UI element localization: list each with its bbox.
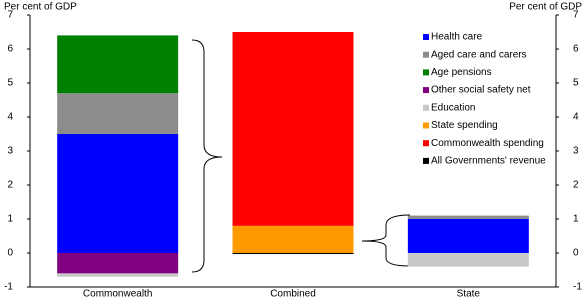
- bar-segment: [407, 253, 529, 267]
- y2-tick-label: 0: [573, 248, 579, 259]
- y-tick-label: 0: [7, 248, 13, 259]
- legend-marker: [423, 104, 429, 111]
- bar-segment: [57, 253, 179, 274]
- brace: [191, 39, 223, 273]
- legend-marker: [423, 140, 429, 147]
- bar-segment: [407, 215, 529, 219]
- legend-marker: [423, 51, 429, 58]
- bar-segment: [232, 32, 354, 226]
- y2-tick-label: 4: [573, 112, 579, 123]
- legend-marker: [423, 69, 429, 76]
- bar-segment: [232, 253, 354, 255]
- y-tick-label: 1: [7, 214, 13, 225]
- bar-segment: [57, 273, 179, 277]
- bar-segment: [232, 225, 354, 253]
- legend-marker: [423, 87, 429, 94]
- y-tick-label: -1: [4, 282, 13, 293]
- x-tick-label: Commonwealth: [83, 289, 152, 300]
- legend-label: Education: [431, 102, 475, 113]
- y2-tick-label: 3: [573, 146, 579, 157]
- y2-tick-label: 1: [573, 214, 579, 225]
- y-axis-label: Per cent of GDP: [4, 2, 77, 13]
- y-tick-label: 5: [7, 78, 13, 89]
- legend-label: Aged care and carers: [431, 49, 527, 60]
- y2-tick-label: 5: [573, 78, 579, 89]
- y-tick-label: 7: [7, 10, 13, 21]
- bar-segment: [407, 219, 529, 253]
- legend-marker: [423, 157, 429, 164]
- y-tick-label: 4: [7, 112, 13, 123]
- legend-marker: [423, 34, 429, 40]
- legend-label: All Governments' revenue: [431, 156, 546, 167]
- y2-tick-label: 2: [573, 180, 579, 191]
- x-tick-label: Combined: [270, 289, 316, 300]
- y-tick-label: 3: [7, 146, 13, 157]
- y-tick-label: 2: [7, 180, 13, 191]
- legend-label: Health care: [431, 32, 483, 43]
- x-tick-label: State: [457, 289, 481, 300]
- bar-segment: [57, 93, 179, 134]
- y2-axis-label: Per cent of GDP: [509, 2, 582, 13]
- legend-label: State spending: [431, 120, 498, 131]
- y2-tick-label: 6: [573, 44, 579, 55]
- legend-label: Other social safety net: [431, 85, 531, 96]
- y2-tick-label: -1: [573, 282, 582, 293]
- legend-label: Age pensions: [431, 67, 492, 78]
- bar-segment: [57, 35, 179, 94]
- legend-label: Commonwealth spending: [431, 138, 544, 149]
- legend-marker: [423, 122, 429, 129]
- y-tick-label: 6: [7, 44, 13, 55]
- bar-segment: [57, 134, 179, 253]
- y2-tick-label: 7: [573, 10, 579, 21]
- brace: [361, 214, 411, 267]
